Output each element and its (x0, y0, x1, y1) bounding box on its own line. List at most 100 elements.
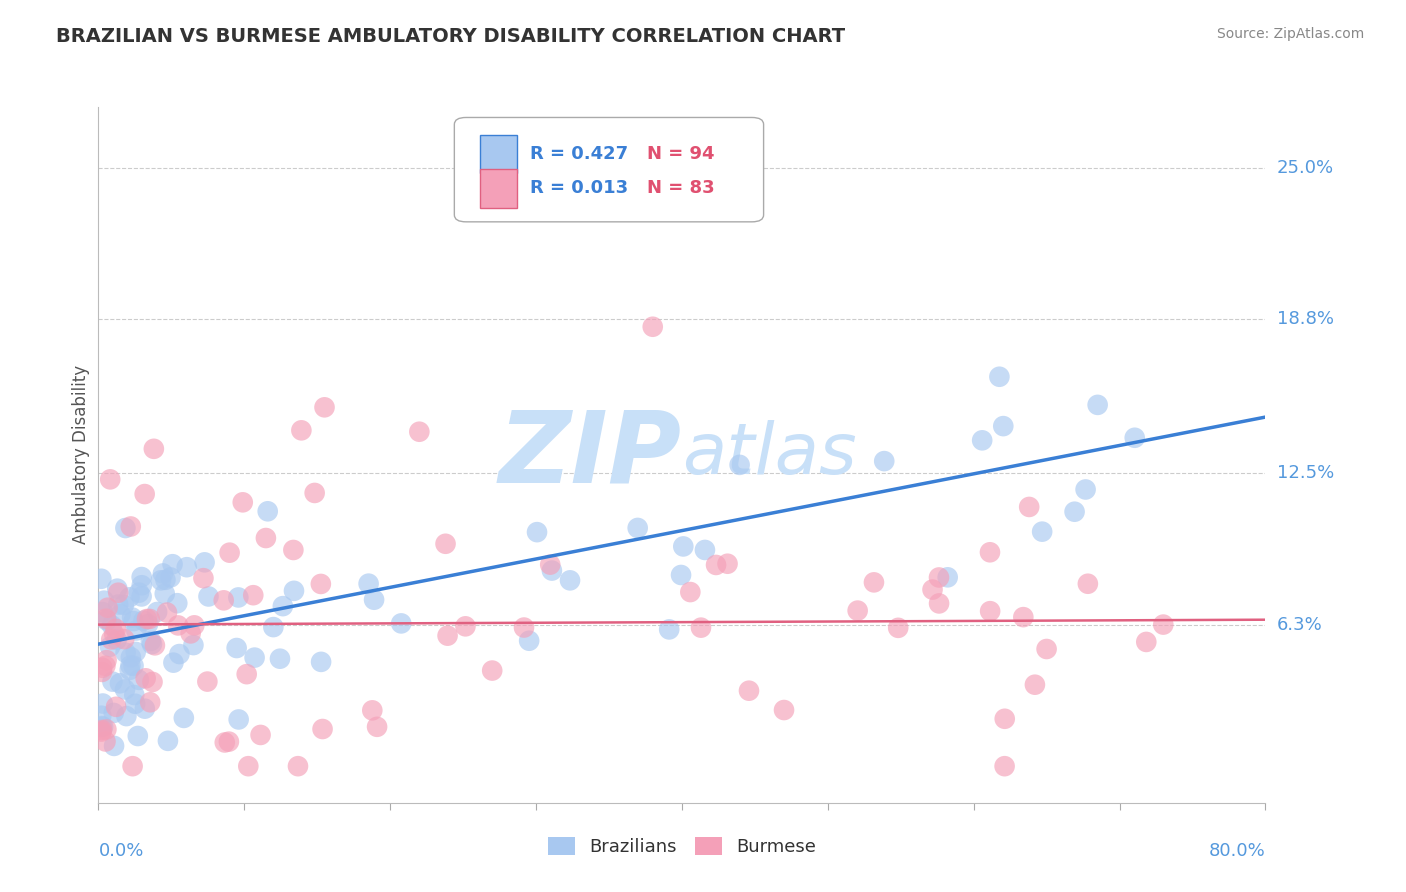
Burmese (1012, 610, 1035, 624)
Brazilians (105, 582, 128, 596)
Text: R = 0.013: R = 0.013 (530, 179, 628, 197)
Burmese (183, 618, 205, 632)
Brazilians (389, 616, 412, 631)
Burmese (218, 734, 240, 748)
Text: Source: ZipAtlas.com: Source: ZipAtlas.com (1216, 27, 1364, 41)
Burmese (513, 621, 536, 635)
Brazilians (1074, 483, 1097, 497)
Brazilians (118, 663, 141, 677)
Brazilians (122, 658, 145, 673)
Text: 6.3%: 6.3% (1277, 615, 1322, 633)
Burmese (135, 671, 157, 685)
Brazilians (121, 610, 143, 624)
Burmese (366, 720, 388, 734)
Burmese (314, 401, 336, 415)
Brazilians (128, 585, 150, 599)
Brazilians (128, 673, 150, 687)
Burmese (773, 703, 796, 717)
Burmese (112, 632, 135, 646)
Brazilians (363, 592, 385, 607)
Burmese (679, 585, 702, 599)
Burmese (304, 486, 326, 500)
Brazilians (90, 719, 112, 733)
Brazilians (105, 632, 128, 647)
Burmese (214, 735, 236, 749)
Brazilians (110, 607, 132, 622)
Burmese (538, 558, 561, 572)
Brazilians (228, 713, 250, 727)
Burmese (287, 759, 309, 773)
Brazilians (269, 651, 291, 665)
Brazilians (176, 560, 198, 574)
Burmese (142, 442, 165, 456)
Brazilians (993, 419, 1015, 434)
Burmese (928, 570, 950, 584)
Burmese (97, 600, 120, 615)
Brazilians (1087, 398, 1109, 412)
Burmese (193, 571, 215, 585)
Brazilians (120, 658, 142, 673)
Text: atlas: atlas (682, 420, 856, 490)
Text: 12.5%: 12.5% (1277, 464, 1334, 483)
Text: 0.0%: 0.0% (98, 842, 143, 860)
Brazilians (152, 566, 174, 581)
Burmese (290, 423, 312, 437)
Burmese (846, 604, 869, 618)
Brazilians (103, 706, 125, 720)
Burmese (361, 703, 384, 717)
Brazilians (90, 572, 112, 586)
Burmese (90, 665, 112, 679)
Burmese (979, 604, 1001, 618)
Legend: Brazilians, Burmese: Brazilians, Burmese (540, 830, 824, 863)
Burmese (104, 622, 127, 636)
Brazilians (159, 570, 181, 584)
Brazilians (558, 574, 581, 588)
Brazilians (243, 650, 266, 665)
Brazilians (197, 590, 219, 604)
Burmese (98, 472, 121, 486)
Burmese (195, 674, 218, 689)
Burmese (311, 722, 333, 736)
Brazilians (271, 599, 294, 614)
Burmese (254, 531, 277, 545)
Brazilians (122, 614, 145, 628)
Text: R = 0.427: R = 0.427 (530, 145, 628, 162)
Brazilians (173, 711, 195, 725)
Brazilians (136, 617, 159, 632)
Brazilians (627, 521, 650, 535)
Burmese (1152, 617, 1174, 632)
Text: N = 94: N = 94 (647, 145, 714, 162)
Brazilians (112, 598, 135, 612)
Burmese (134, 487, 156, 501)
Brazilians (114, 646, 136, 660)
Brazilians (228, 591, 250, 605)
Brazilians (153, 587, 176, 601)
Burmese (238, 759, 260, 773)
Burmese (1135, 635, 1157, 649)
Burmese (716, 557, 738, 571)
Text: N = 83: N = 83 (647, 179, 714, 197)
Brazilians (131, 578, 153, 592)
Brazilians (672, 540, 695, 554)
Brazilians (669, 568, 692, 582)
Burmese (434, 537, 457, 551)
Burmese (138, 612, 160, 626)
Burmese (1018, 500, 1040, 514)
Brazilians (526, 525, 548, 540)
Brazilians (541, 564, 564, 578)
Burmese (120, 519, 142, 533)
Burmese (979, 545, 1001, 559)
Burmese (1024, 678, 1046, 692)
Brazilians (132, 614, 155, 628)
Burmese (90, 724, 112, 739)
Brazilians (149, 574, 172, 588)
Brazilians (127, 729, 149, 743)
Brazilians (169, 647, 191, 661)
Brazilians (114, 682, 136, 697)
Burmese (994, 759, 1017, 773)
Burmese (180, 626, 202, 640)
Brazilians (101, 618, 124, 632)
Brazilians (873, 454, 896, 468)
Burmese (704, 558, 727, 572)
Text: 25.0%: 25.0% (1277, 159, 1334, 178)
